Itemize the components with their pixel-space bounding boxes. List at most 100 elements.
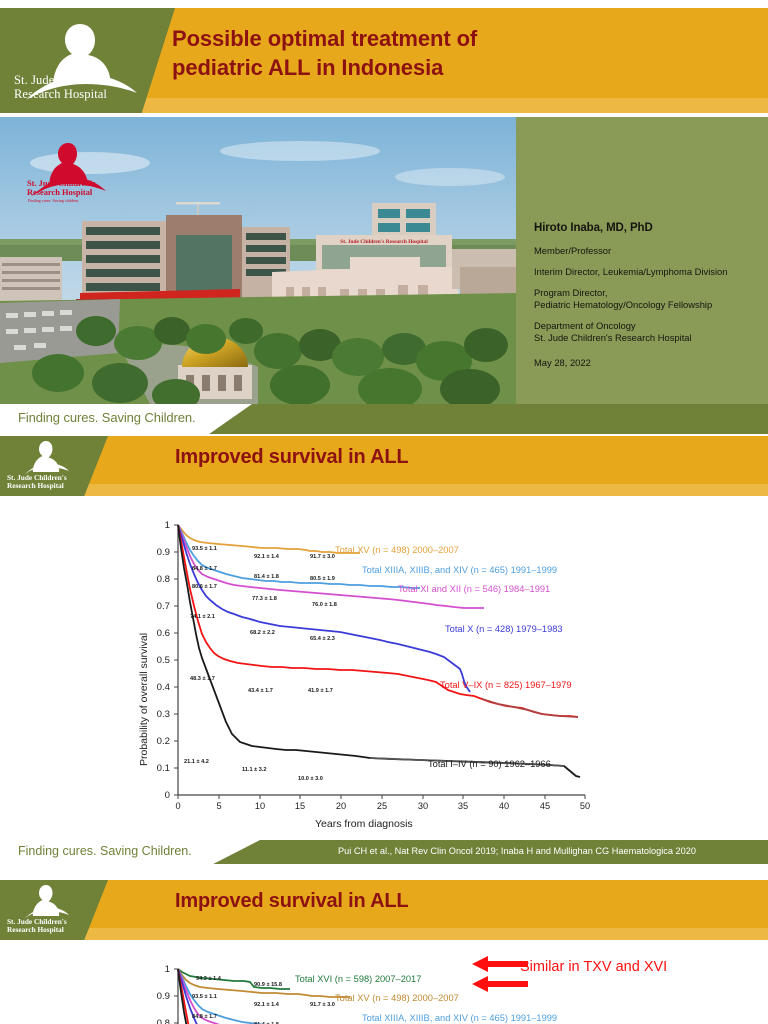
chart1-x-tick-45: 45: [539, 801, 551, 811]
hospital-campus-photo: St. Jude Children's Research Hospital: [0, 117, 516, 404]
chart1-annot-vix-3: 41.9 ± 1.7: [308, 688, 333, 694]
chart1-series-label-v-ix: Total V–IX (n = 825) 1967–1979: [440, 680, 572, 690]
chart1-y-tick-08: 0.8: [156, 574, 170, 585]
slide1-tagline-bar: Finding cures. Saving Children.: [0, 404, 768, 434]
photo-logo-line2: Research Hospital: [27, 188, 93, 198]
chart1-annot-xiii-3: 80.5 ± 1.9: [310, 576, 335, 582]
speaker-department: Department of Oncology St. Jude Children…: [534, 320, 760, 344]
chart1-annot-vix-2: 43.4 ± 1.7: [248, 688, 273, 694]
chart1-annot-xv-1: 93.5 ± 1.1: [192, 546, 217, 552]
chart2-annot-xv-3: 91.7 ± 3.0: [310, 1002, 335, 1008]
photo-logo-tagline: Finding cures. Saving children.: [28, 198, 80, 203]
chart2-series-label-xvi: Total XVI (n = 598) 2007–2017: [295, 974, 422, 984]
speaker-role-member: Member/Professor: [534, 245, 612, 256]
chart1-plot-area: [174, 524, 586, 799]
chart2-annot-xiii-2: 81.4 ± 1.8: [254, 1022, 279, 1024]
svg-text:St. Jude Children's Research H: St. Jude Children's Research Hospital: [340, 239, 428, 245]
chart1-annot-iiv-2: 11.1 ± 3.2: [242, 767, 267, 773]
slide2-footer: Finding cures. Saving Children. Pui CH e…: [0, 840, 768, 864]
stjude-logo-line2: Research Hospital: [14, 86, 107, 101]
stjude-child-logo-icon: [24, 441, 69, 475]
chart1-annot-xv-3: 91.7 ± 3.0: [310, 554, 335, 560]
chart1-x-tick-5: 5: [216, 801, 222, 811]
chart1-annot-x-1: 74.1 ± 2.1: [190, 614, 215, 620]
speaker-info: Hiroto Inaba, MD, PhD Member/Professor I…: [534, 222, 760, 369]
title-banner-gold-light: [0, 98, 768, 113]
slide2-header-gold-band: [0, 436, 768, 484]
chart1-x-tick-25: 25: [376, 801, 388, 811]
chart1-x-tick-40: 40: [498, 801, 510, 811]
stjude-logo-line1: St. Jude Children's: [14, 73, 110, 87]
chart1-y-tick-0: 0: [164, 790, 170, 801]
chart1-y-tick-09: 0.9: [156, 547, 170, 558]
slide-improved-survival-1: St. Jude Children's Research Hospital Im…: [0, 436, 768, 878]
chart1-y-tick-03: 0.3: [156, 709, 170, 720]
chart1-annot-xixii-3: 76.0 ± 1.8: [312, 602, 337, 608]
slide3-header-gold-band: [0, 880, 768, 928]
chart1-y-tick-07: 0.7: [156, 601, 170, 612]
slide3-annotation-text: Similar in TXV and XVI: [520, 959, 668, 975]
slide-improved-survival-2: St. Jude Children's Research Hospital Im…: [0, 880, 768, 1024]
speaker-info-panel: Hiroto Inaba, MD, PhD Member/Professor I…: [516, 117, 768, 404]
chart1-x-tick-35: 35: [457, 801, 469, 811]
slide2-header: St. Jude Children's Research Hospital Im…: [0, 436, 768, 498]
speaker-role-program-director: Program Director, Pediatric Hematology/O…: [534, 287, 760, 311]
chart2-annot-xv-2: 92.1 ± 1.4: [254, 1002, 279, 1008]
speaker-role-interim-director: Interim Director, Leukemia/Lymphoma Divi…: [534, 266, 728, 277]
red-double-arrow-icon: [472, 956, 528, 992]
chart1-y-tick-1: 1: [164, 520, 170, 531]
chart1-x-tick-10: 10: [254, 801, 266, 811]
chart2-annot-xv-1: 93.5 ± 1.1: [192, 994, 217, 1000]
presentation-date: May 28, 2022: [534, 357, 591, 368]
slide2-logo-text: St. Jude Children's Research Hospital: [7, 473, 91, 491]
chart2-y-tick-1: 1: [164, 964, 170, 975]
tagline-white-wedge: [0, 404, 252, 434]
slide-title: St. Jude Children's Research Hospital Po…: [0, 0, 768, 434]
chart1-y-tick-01: 0.1: [156, 763, 170, 774]
chart1-series-label-i-iv: Total I–IV (n = 90) 1962–1966: [428, 759, 551, 769]
slide1-tagline-text: Finding cures. Saving Children.: [18, 410, 196, 425]
stjude-child-logo-icon: [24, 885, 69, 919]
slide-title-text: Possible optimal treatment of pediatric …: [172, 24, 732, 82]
title-line-2: pediatric ALL in Indonesia: [172, 55, 444, 80]
chart1-x-tick-15: 15: [294, 801, 306, 811]
stjude-photo-logo-icon: [31, 143, 106, 197]
chart1-y-tick-04: 0.4: [156, 682, 170, 693]
slide3-logo-line2: Research Hospital: [7, 925, 64, 935]
stjude-child-logo-icon: [26, 24, 137, 100]
title-line-1: Possible optimal treatment of: [172, 26, 478, 51]
slide2-citation: Pui CH et al., Nat Rev Clin Oncol 2019; …: [338, 846, 696, 856]
chart1-annot-xixii-1: 80.6 ± 1.7: [192, 584, 217, 590]
chart2-annot-xvi-1: 94.3 ± 1.4: [196, 976, 221, 982]
chart2-series-label-xv: Total XV (n = 498) 2000–2007: [335, 993, 459, 1003]
department-line2: St. Jude Children's Research Hospital: [534, 332, 692, 343]
chart1-y-tick-05: 0.5: [156, 655, 170, 666]
chart2-annot-xvi-2: 90.9 ± 15.8: [254, 982, 282, 988]
photo-logo-text: St. Jude Children's Research Hospital: [27, 179, 113, 198]
slide3-header: St. Jude Children's Research Hospital Im…: [0, 880, 768, 942]
hospital-photo-illustration: St. Jude Children's Research Hospital: [0, 117, 516, 404]
chart2-y-tick-09: 0.9: [156, 991, 170, 1002]
chart2-series-label-xiii-xiv: Total XIIIA, XIIIB, and XIV (n = 465) 19…: [362, 1013, 558, 1023]
slide2-logo-line1: St. Jude Children's: [7, 473, 67, 482]
chart1-annot-iiv-1: 21.1 ± 4.2: [184, 759, 209, 765]
chart1-annot-x-2: 68.2 ± 2.2: [250, 630, 275, 636]
chart1-annot-iiv-3: 10.0 ± 3.0: [298, 776, 323, 782]
speaker-name: Hiroto Inaba, MD, PhD: [534, 222, 653, 234]
photo-logo-line1: St. Jude Children's: [27, 179, 96, 188]
chart1-annot-xiii-1: 84.8 ± 1.7: [192, 566, 217, 572]
chart1-x-axis-title: Years from diagnosis: [315, 818, 413, 830]
chart1-annot-xv-2: 92.1 ± 1.4: [254, 554, 279, 560]
program-director-line2: Pediatric Hematology/Oncology Fellowship: [534, 299, 713, 310]
chart1-annot-xiii-2: 81.4 ± 1.8: [254, 574, 279, 580]
department-line1: Department of Oncology: [534, 320, 636, 331]
slide2-logo-line2: Research Hospital: [7, 481, 64, 491]
slide2-header-gold-light-band: [0, 484, 768, 496]
slide3-header-gold-light-band: [0, 928, 768, 940]
chart2-y-tick-08: 0.8: [156, 1018, 170, 1024]
stjude-logo-block: St. Jude Children's Research Hospital: [0, 8, 175, 113]
chart1-x-tick-50: 50: [579, 801, 591, 811]
survival-chart-2: Probability of overall survival 1 0.9 0.…: [130, 950, 667, 1024]
slide3-logo-text: St. Jude Children's Research Hospital: [7, 917, 91, 935]
